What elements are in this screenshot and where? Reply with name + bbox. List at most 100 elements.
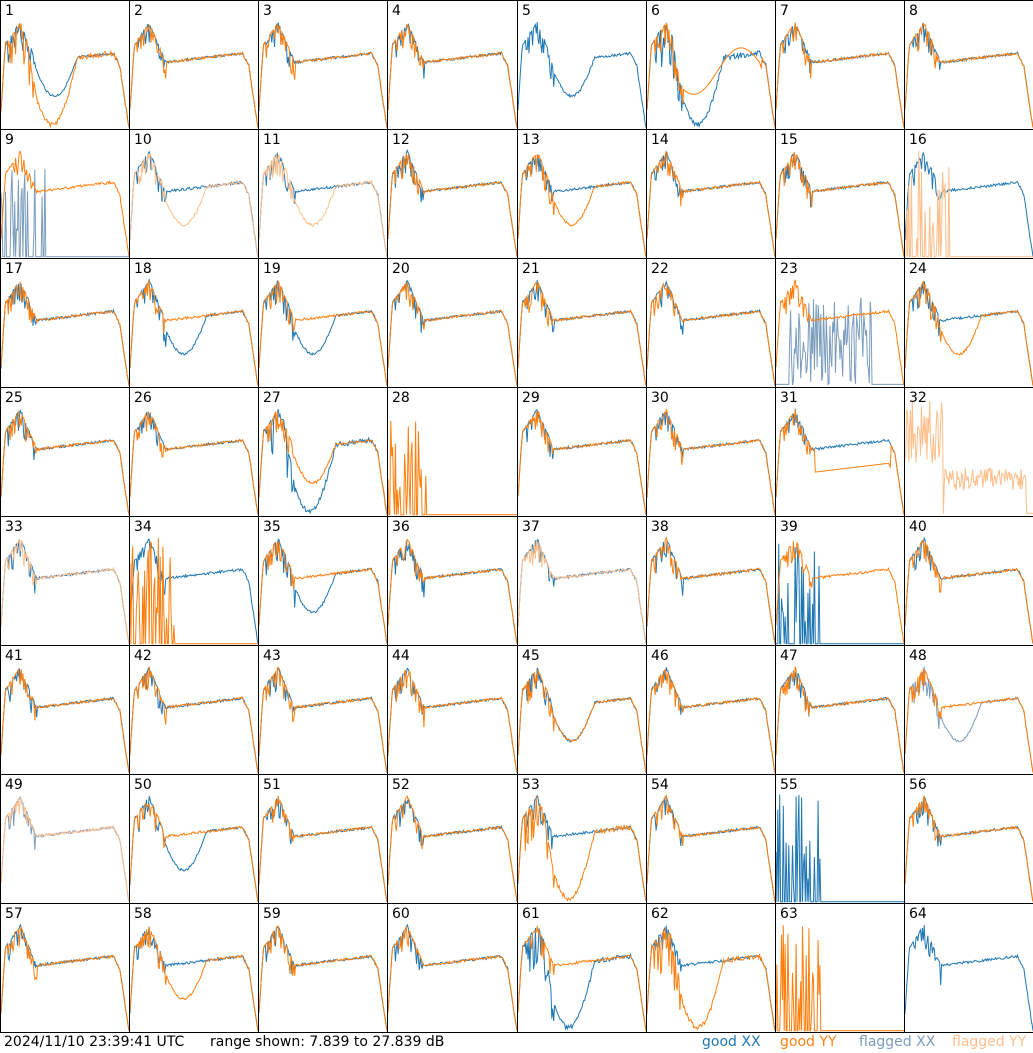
xx-series-line — [388, 798, 517, 902]
xx-series-line — [1, 539, 129, 644]
panel-number-label: 37 — [522, 519, 540, 535]
antenna-panel: 49 — [0, 774, 130, 904]
panel-number-label: 54 — [651, 777, 669, 793]
panel-number-label: 51 — [263, 777, 281, 793]
spectrum-plot — [259, 280, 387, 386]
yy-series-line — [1, 538, 129, 644]
yy-series-line — [1, 281, 129, 386]
yy-series-line — [259, 411, 387, 515]
yy-series-line — [905, 795, 1033, 902]
xx-series-line — [259, 538, 387, 644]
spectrum-plot — [1, 795, 129, 902]
spectrum-plot — [776, 408, 904, 515]
spectrum-plot — [130, 150, 258, 257]
antenna-panel: 57 — [0, 903, 130, 1033]
xx-series-line — [776, 297, 904, 386]
antenna-panel: 37 — [517, 516, 647, 646]
xx-series-line — [259, 796, 387, 902]
antenna-panel: 28 — [387, 387, 518, 517]
spectrum-plot — [388, 149, 517, 257]
spectrum-plot — [518, 409, 646, 515]
spectrum-plot — [776, 666, 904, 773]
xx-series-line — [518, 154, 646, 257]
antenna-panel: 52 — [387, 774, 518, 904]
antenna-panel: 1 — [0, 0, 130, 130]
xx-series-line — [518, 539, 646, 644]
antenna-panel: 19 — [258, 258, 388, 388]
panel-number-label: 19 — [263, 261, 281, 277]
spectrum-plot — [130, 411, 258, 515]
yy-series-line — [388, 925, 517, 1031]
yy-series-line — [1, 796, 129, 902]
panel-number-label: 21 — [522, 261, 540, 277]
xx-series-line — [130, 926, 258, 1031]
spectrum-plot — [518, 21, 646, 128]
spectrum-plot — [259, 925, 387, 1031]
spectrum-plot — [905, 666, 1033, 773]
spectrum-plot — [1, 409, 129, 515]
yy-series-line — [647, 536, 775, 644]
spectrum-plot — [388, 923, 517, 1031]
panel-number-label: 13 — [522, 132, 540, 148]
antenna-panel: 30 — [646, 387, 776, 517]
spectrum-plot — [905, 280, 1033, 386]
antenna-panel: 56 — [904, 774, 1033, 904]
spectrum-plot — [388, 23, 517, 128]
panel-number-label: 27 — [263, 390, 281, 406]
yy-series-line — [1, 668, 129, 773]
panel-number-label: 18 — [134, 261, 152, 277]
panel-number-label: 40 — [909, 519, 927, 535]
yy-series-line — [388, 281, 517, 386]
panel-number-label: 8 — [909, 3, 918, 19]
xx-series-line — [1, 24, 129, 128]
antenna-panel: 4 — [387, 0, 518, 130]
antenna-panel: 51 — [258, 774, 388, 904]
yy-series-line — [518, 669, 646, 773]
yy-series-line — [259, 280, 387, 386]
yy-series-line — [130, 411, 258, 515]
yy-series-line — [130, 23, 258, 128]
yy-series-line — [130, 803, 258, 902]
panel-number-label: 12 — [392, 132, 410, 148]
antenna-panel: 58 — [129, 903, 259, 1033]
antenna-panel: 32 — [904, 387, 1033, 517]
panel-number-label: 29 — [522, 390, 540, 406]
spectrum-plot — [518, 154, 646, 257]
spectrum-plot — [518, 794, 646, 902]
xx-series-line — [130, 23, 258, 128]
xx-series-line — [776, 23, 904, 128]
antenna-panel: 3 — [258, 0, 388, 130]
antenna-panel: 48 — [904, 645, 1033, 775]
spectrum-plot — [388, 420, 517, 516]
spectrum-plot — [647, 925, 775, 1031]
spectrum-plot — [518, 925, 646, 1031]
spectrum-plot — [388, 667, 517, 773]
yy-series-line — [647, 793, 775, 902]
yy-series-line — [259, 925, 387, 1031]
spectrum-plot — [776, 925, 904, 1032]
spectrum-plot — [130, 926, 258, 1031]
footer-bar: 2024/11/10 23:39:41 UTC range shown: 7.8… — [0, 1032, 1033, 1053]
yy-series-line — [905, 668, 1033, 773]
antenna-panel: 17 — [0, 258, 130, 388]
xx-series-line — [1, 923, 129, 1031]
xx-series-line — [259, 668, 387, 773]
spectrum-plot — [259, 409, 387, 515]
yy-series-line — [130, 152, 258, 257]
yy-series-line — [905, 150, 1033, 258]
spectrum-plot — [905, 536, 1033, 644]
antenna-panel: 62 — [646, 903, 776, 1033]
antenna-panel: 29 — [517, 387, 647, 517]
yy-series-line — [130, 279, 258, 386]
panel-number-label: 47 — [780, 648, 798, 664]
panel-number-label: 3 — [263, 3, 272, 19]
panel-number-label: 22 — [651, 261, 669, 277]
antenna-panel: 50 — [129, 774, 259, 904]
xx-series-line — [647, 925, 775, 1031]
xx-series-line — [1, 409, 129, 515]
spectrum-plot — [905, 22, 1033, 128]
antenna-panel: 64 — [904, 903, 1033, 1033]
spectrum-plot — [518, 539, 646, 644]
spectrum-plot — [776, 279, 904, 386]
panel-number-label: 34 — [134, 519, 152, 535]
